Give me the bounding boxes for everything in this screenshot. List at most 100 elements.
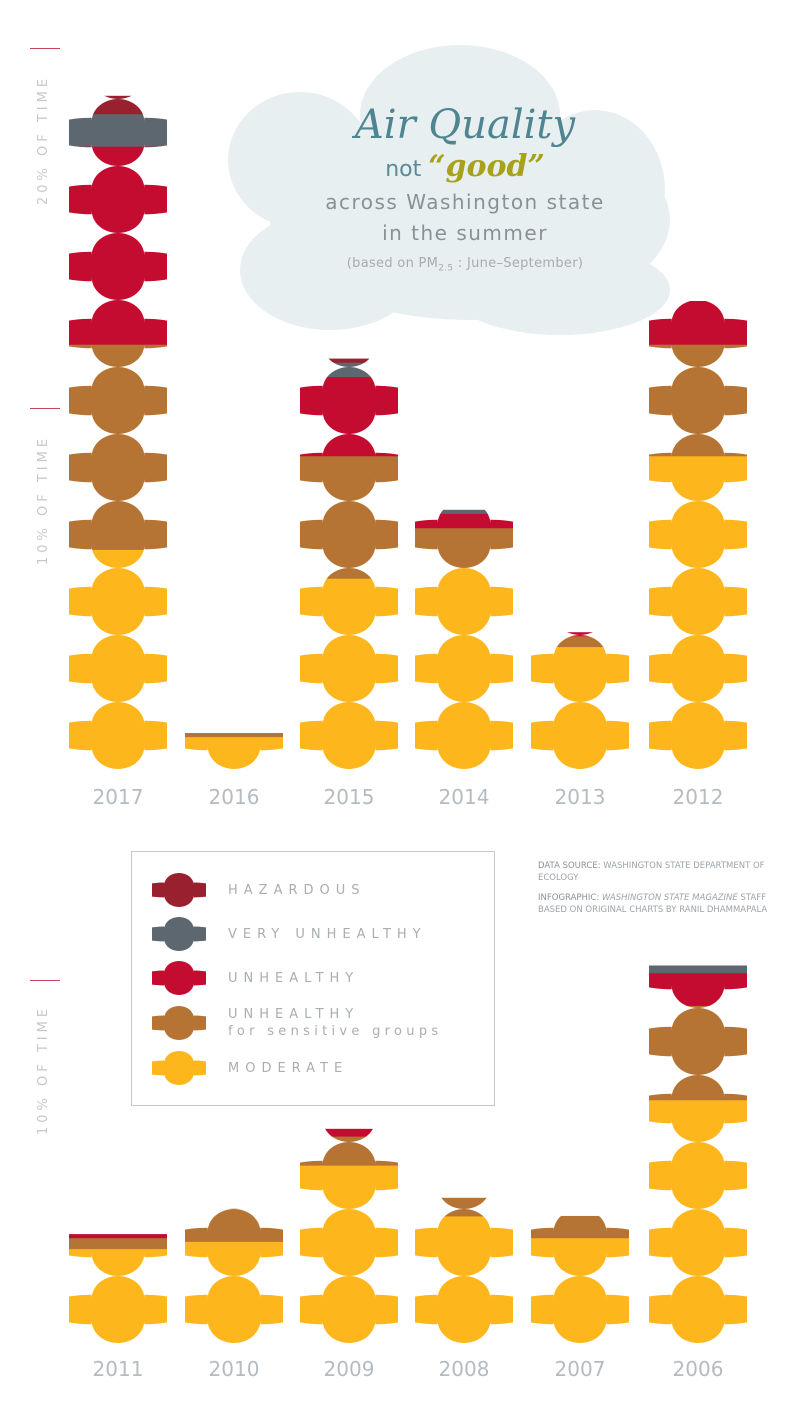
- very-unhealthy-cloud-icon: [152, 917, 206, 951]
- legend-item-unhealthy: UNHEALTHY: [152, 960, 359, 996]
- data-source-note: DATA SOURCE: WASHINGTON STATE DEPARTMENT…: [538, 860, 778, 924]
- unhealthy-cloud-icon: [152, 961, 206, 995]
- segment-hazardous: [69, 95, 167, 115]
- chart-title-block: Air Quality not “good” across Washington…: [300, 100, 630, 284]
- legend-item-hazardous: HAZARDOUS: [152, 872, 366, 908]
- data-source-label: DATA SOURCE:: [538, 861, 601, 871]
- segment-usg: [69, 1237, 167, 1250]
- column-2010: [185, 1208, 283, 1343]
- segment-moderate: [531, 646, 629, 769]
- tick-20-top: [30, 48, 60, 49]
- segment-moderate: [300, 578, 398, 769]
- segment-moderate: [649, 1099, 747, 1343]
- segment-moderate: [415, 1215, 513, 1343]
- column-2016: [185, 733, 283, 769]
- year-label: 2016: [208, 785, 260, 809]
- data-source-text: WASHINGTON STATE DEPARTMENT OF ECOLOGY: [538, 861, 765, 883]
- year-label: 2014: [438, 785, 490, 809]
- segment-unhealthy: [649, 972, 747, 1006]
- column-2012: [649, 301, 747, 769]
- hazardous-cloud-icon: [152, 873, 206, 907]
- magazine-name: WASHINGTON STATE MAGAZINE: [599, 893, 738, 903]
- segment-unhealthy: [69, 1234, 167, 1239]
- segment-usg: [531, 635, 629, 648]
- segment-unhealthy: [300, 376, 398, 457]
- year-label: 2010: [208, 1357, 260, 1381]
- title-cloud-background: [228, 45, 670, 335]
- note-post: : June–September): [453, 256, 584, 271]
- legend-label: HAZARDOUS: [228, 882, 366, 898]
- segment-very_unhealthy: [300, 362, 398, 378]
- legend-label: VERY UNHEALTHY: [228, 926, 427, 942]
- column-2017: [69, 95, 167, 769]
- year-label: 2007: [554, 1357, 606, 1381]
- segment-moderate: [185, 736, 283, 769]
- year-label: 2008: [438, 1357, 490, 1381]
- infographic-label: INFOGRAPHIC:: [538, 893, 600, 903]
- infographic-text: STAFF BASED ON ORIGINAL CHARTS BY RANIL …: [538, 893, 768, 915]
- year-label: 2013: [554, 785, 606, 809]
- segment-usg: [531, 1215, 629, 1239]
- column-2011: [69, 1234, 167, 1343]
- chart-title: Air Quality: [354, 102, 576, 148]
- subtitle-not: not: [385, 157, 429, 182]
- column-2013: [531, 632, 629, 769]
- segment-usg: [185, 1208, 283, 1242]
- column-2007: [531, 1215, 629, 1343]
- column-2014: [415, 509, 513, 769]
- year-label: 2006: [672, 1357, 724, 1381]
- note-pre: (based on PM: [346, 256, 439, 271]
- tick-10-top: [30, 408, 60, 409]
- subtitle-line-4: in the summer: [382, 221, 548, 245]
- segment-unhealthy: [649, 301, 747, 345]
- moderate-cloud-icon: [152, 1051, 206, 1085]
- segment-usg: [300, 1136, 398, 1166]
- segment-moderate: [649, 455, 747, 769]
- legend-label: UNHEALTHY: [228, 970, 360, 986]
- segment-moderate: [415, 567, 513, 769]
- legend-item-moderate: MODERATE: [152, 1050, 348, 1086]
- subtitle-note: (based on PM2.5 : June–September): [300, 249, 630, 284]
- year-label: 2009: [323, 1357, 375, 1381]
- column-2015: [300, 358, 398, 769]
- segment-usg: [300, 455, 398, 579]
- axis-label-20-top: 20% OF TIME: [36, 74, 51, 205]
- legend-item-very-unhealthy: VERY UNHEALTHY: [152, 916, 427, 952]
- subtitle-good: “good”: [428, 149, 545, 184]
- usg-cloud-icon: [152, 1006, 206, 1040]
- segment-moderate: [185, 1241, 283, 1343]
- legend-label-sub: for sensitive groups: [228, 1024, 443, 1039]
- segment-moderate: [531, 1237, 629, 1343]
- axis-label-10-top: 10% OF TIME: [36, 434, 51, 565]
- year-label: 2011: [92, 1357, 144, 1381]
- segment-moderate: [69, 1248, 167, 1343]
- chart-subtitle: not “good”: [300, 150, 630, 187]
- year-label: 2015: [323, 785, 375, 809]
- segment-unhealthy: [415, 513, 513, 529]
- segment-usg: [415, 527, 513, 568]
- year-label: 2017: [92, 785, 144, 809]
- column-2006: [649, 965, 747, 1343]
- segment-very_unhealthy: [415, 509, 513, 514]
- segment-unhealthy: [531, 632, 629, 637]
- subtitle-line-3: across Washington state: [325, 190, 605, 214]
- segment-usg: [415, 1197, 513, 1217]
- segment-very_unhealthy: [69, 113, 167, 147]
- legend: HAZARDOUS VERY UNHEALTHY UNHEALTHY UNHEA…: [131, 851, 495, 1106]
- note-sub: 2.5: [438, 263, 454, 274]
- column-2008: [415, 1197, 513, 1343]
- segment-hazardous: [300, 358, 398, 363]
- segment-unhealthy: [300, 1128, 398, 1137]
- legend-item-usg: UNHEALTHY for sensitive groups: [152, 1005, 442, 1041]
- column-2009: [300, 1128, 398, 1343]
- data-source: DATA SOURCE: WASHINGTON STATE DEPARTMENT…: [538, 860, 778, 884]
- segment-usg: [185, 733, 283, 738]
- legend-label: UNHEALTHY for sensitive groups: [228, 1006, 442, 1040]
- segment-usg: [649, 344, 747, 457]
- segment-unhealthy: [69, 146, 167, 345]
- infographic-credit: INFOGRAPHIC: WASHINGTON STATE MAGAZINE S…: [538, 892, 778, 916]
- year-label: 2012: [672, 785, 724, 809]
- axis-label-10-bottom: 10% OF TIME: [36, 1004, 51, 1135]
- segment-usg: [69, 344, 167, 550]
